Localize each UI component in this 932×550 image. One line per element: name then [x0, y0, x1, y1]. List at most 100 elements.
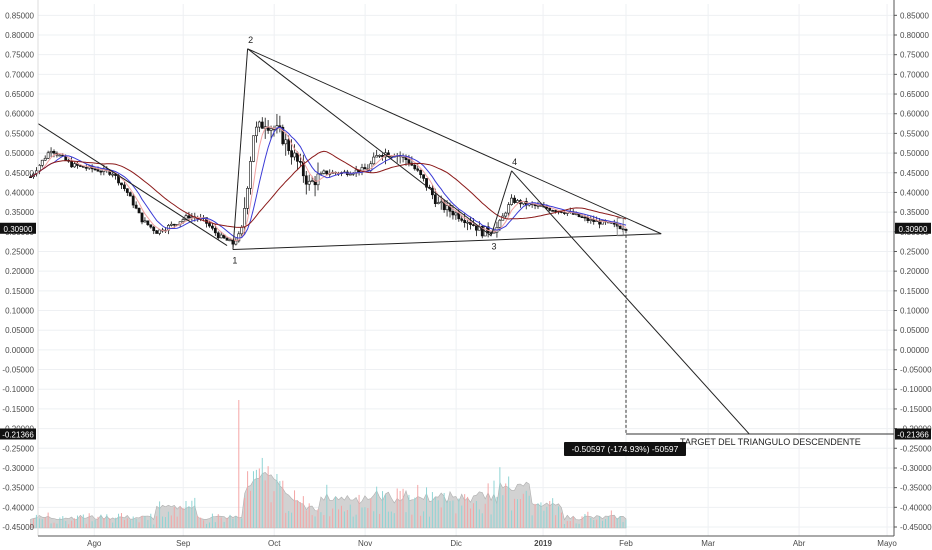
candle [249, 156, 252, 195]
candle [513, 195, 516, 204]
y-tick-left: 0.40000 [5, 188, 34, 197]
candle [284, 132, 288, 156]
current-price-tag-left: 0.30900 [4, 225, 33, 234]
x-tick-label: Oct [268, 539, 281, 548]
y-tick-left: 0.00000 [5, 346, 34, 355]
x-tick-label: Mayo [877, 539, 897, 548]
candle [120, 182, 123, 190]
candle [612, 219, 616, 228]
wave-1-2-line [232, 48, 249, 250]
measure-callout: -0.50597 (-174.93%) -50597 [572, 444, 679, 454]
left-downtrend-line [37, 123, 228, 246]
y-tick-right: -0.05000 [900, 366, 932, 375]
x-tick-label: Sep [176, 539, 191, 548]
y-tick-right: -0.30000 [900, 464, 932, 473]
candle [125, 188, 129, 196]
candle [169, 221, 173, 227]
candle [246, 186, 250, 215]
candle [208, 220, 211, 228]
candle [216, 231, 220, 240]
target-price-tag-left-bg [0, 428, 36, 440]
candle [583, 214, 587, 222]
y-tick-left: -0.35000 [2, 484, 34, 493]
candle [49, 147, 53, 157]
candle [43, 155, 47, 161]
target-annotation: TARGET DEL TRIANGULO DESCENDENTE [680, 437, 861, 447]
candle [510, 194, 514, 206]
y-tick-right: 0.60000 [900, 110, 929, 119]
candle [372, 152, 376, 165]
y-tick-right: 0.50000 [900, 149, 929, 158]
wave-2-3-line [247, 48, 492, 237]
candle [128, 191, 132, 197]
y-tick-right: 0.65000 [900, 90, 929, 99]
y-tick-left: 0.85000 [5, 11, 34, 20]
price-labels: 0.30900 0.30900 -0.21366 -0.21366 -0.50597 (… [0, 222, 931, 456]
candle [307, 174, 311, 191]
x-tick-label: Mar [701, 539, 715, 548]
current-price-tag-right: 0.30900 [899, 225, 928, 234]
target-price-tag-right: -0.21366 [897, 430, 929, 439]
candle [363, 163, 367, 170]
y-tick-left: 0.15000 [5, 287, 34, 296]
candle [466, 220, 470, 231]
y-tick-left: 0.05000 [5, 326, 34, 335]
y-tick-left: 0.55000 [5, 129, 34, 138]
target-projection-line [511, 170, 750, 435]
y-tick-right: -0.10000 [900, 385, 932, 394]
candle [187, 211, 191, 221]
y-tick-left: -0.45000 [2, 523, 34, 532]
y-tick-right: -0.15000 [900, 405, 932, 414]
volume-area [30, 472, 627, 529]
candle [316, 162, 320, 191]
candle [281, 124, 285, 146]
y-tick-right: -0.45000 [900, 523, 932, 532]
y-tick-right: -0.25000 [900, 444, 932, 453]
candle [618, 223, 622, 230]
y-tick-left: -0.15000 [2, 405, 34, 414]
volume-bars [30, 400, 627, 529]
y-tick-right: 0.40000 [900, 188, 929, 197]
candle [79, 164, 82, 167]
current-price-tag-left-bg [0, 222, 36, 234]
candle [454, 210, 458, 220]
candle [480, 224, 484, 239]
y-tick-left: -0.25000 [2, 444, 34, 453]
candle [269, 125, 273, 140]
candle [149, 224, 153, 229]
candle [504, 211, 508, 219]
candle [293, 144, 296, 161]
candle [137, 207, 141, 214]
candle [451, 205, 455, 220]
y-tick-left: 0.75000 [5, 51, 34, 60]
candle [134, 201, 138, 210]
y-tick-right: 0.10000 [900, 307, 929, 316]
y-tick-left: 0.70000 [5, 70, 34, 79]
candle [243, 197, 247, 235]
time-axis: Ago Sep Oct Nov Dic 2019 Feb Mar Abr Mayo [87, 539, 897, 548]
y-tick-left: -0.05000 [2, 366, 34, 375]
y-tick-right: -0.40000 [900, 503, 932, 512]
wave-label-1: 1 [232, 256, 237, 266]
y-tick-left: 0.45000 [5, 169, 34, 178]
candle [152, 225, 156, 235]
candle [84, 164, 88, 171]
x-tick-label: 2019 [534, 539, 552, 548]
measure-callout-bg [564, 441, 686, 456]
candle [260, 117, 264, 129]
candle [448, 202, 452, 218]
x-tick-label: Dic [450, 539, 462, 548]
y-tick-right: -0.35000 [900, 484, 932, 493]
y-tick-right: 0.70000 [900, 70, 929, 79]
candle [143, 217, 147, 223]
y-tick-right: 0.80000 [900, 31, 929, 40]
y-tick-left: -0.40000 [2, 503, 34, 512]
candle [155, 230, 159, 234]
candle [419, 169, 423, 179]
candle [551, 209, 555, 212]
x-tick-label: Nov [358, 539, 372, 548]
candle [436, 196, 440, 205]
candle [375, 149, 379, 158]
candle [378, 154, 382, 158]
